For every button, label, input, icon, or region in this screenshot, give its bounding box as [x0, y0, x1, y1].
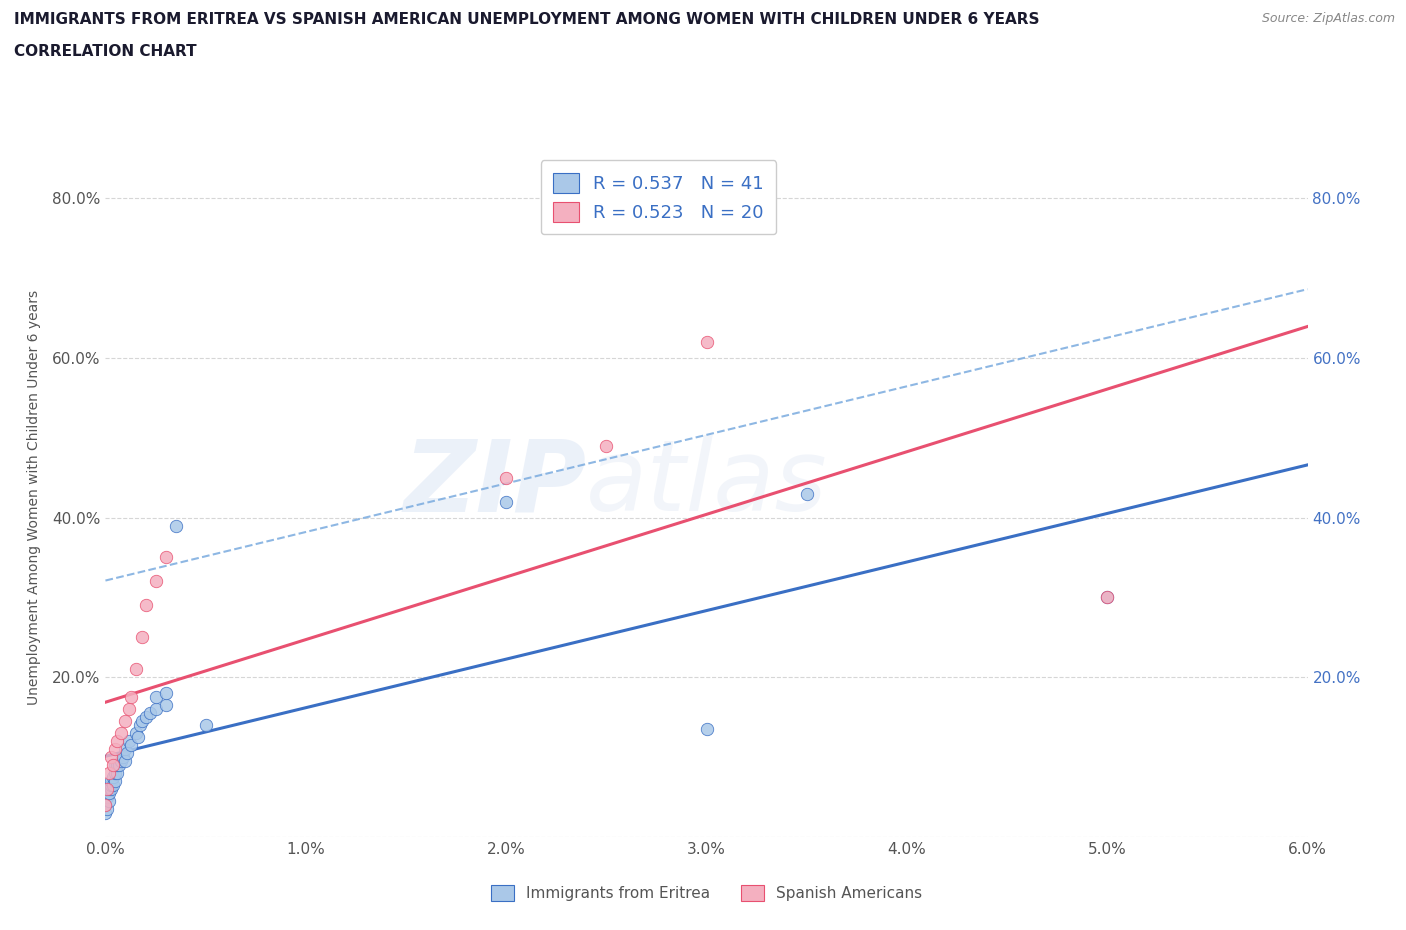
- Point: [103, 777, 125, 792]
- Point: [98, 793, 121, 808]
- Point: [107, 765, 129, 780]
- Point: [696, 335, 718, 350]
- Point: [94, 805, 117, 820]
- Point: [103, 758, 125, 773]
- Point: [131, 630, 153, 644]
- Y-axis label: Unemployment Among Women with Children Under 6 years: Unemployment Among Women with Children U…: [27, 290, 41, 705]
- Point: [595, 438, 617, 453]
- Point: [96, 790, 118, 804]
- Text: atlas: atlas: [586, 435, 828, 533]
- Point: [114, 753, 136, 768]
- Point: [124, 662, 146, 677]
- Point: [1097, 590, 1119, 604]
- Point: [104, 758, 127, 773]
- Point: [131, 713, 153, 728]
- Point: [114, 742, 136, 757]
- Point: [107, 734, 129, 749]
- Point: [96, 802, 118, 817]
- Point: [696, 722, 718, 737]
- Point: [114, 713, 136, 728]
- Point: [121, 690, 143, 705]
- Point: [155, 685, 177, 700]
- Point: [165, 518, 187, 533]
- Point: [155, 550, 177, 565]
- Point: [117, 746, 139, 761]
- Text: ZIP: ZIP: [404, 435, 586, 533]
- Point: [96, 781, 118, 796]
- Point: [135, 710, 157, 724]
- Point: [128, 718, 150, 733]
- Point: [194, 718, 217, 733]
- Point: [124, 725, 146, 740]
- Point: [100, 777, 122, 792]
- Point: [100, 774, 122, 789]
- Point: [104, 774, 127, 789]
- Point: [138, 706, 160, 721]
- Point: [121, 737, 143, 752]
- Point: [100, 781, 122, 796]
- Point: [104, 765, 127, 780]
- Point: [98, 786, 121, 801]
- Point: [110, 753, 132, 768]
- Point: [1097, 590, 1119, 604]
- Point: [108, 758, 131, 773]
- Point: [94, 798, 117, 813]
- Text: Source: ZipAtlas.com: Source: ZipAtlas.com: [1261, 12, 1395, 25]
- Point: [145, 690, 167, 705]
- Point: [94, 798, 117, 813]
- Point: [104, 742, 127, 757]
- Point: [145, 702, 167, 717]
- Text: IMMIGRANTS FROM ERITREA VS SPANISH AMERICAN UNEMPLOYMENT AMONG WOMEN WITH CHILDR: IMMIGRANTS FROM ERITREA VS SPANISH AMERI…: [14, 12, 1039, 27]
- Point: [103, 770, 125, 785]
- Point: [495, 494, 517, 509]
- Point: [98, 781, 121, 796]
- Point: [155, 698, 177, 712]
- Point: [100, 750, 122, 764]
- Point: [796, 486, 818, 501]
- Point: [112, 750, 135, 764]
- Point: [118, 734, 141, 749]
- Legend: Immigrants from Eritrea, Spanish Americans: Immigrants from Eritrea, Spanish America…: [485, 879, 928, 908]
- Text: CORRELATION CHART: CORRELATION CHART: [14, 44, 197, 59]
- Point: [110, 725, 132, 740]
- Point: [107, 758, 129, 773]
- Point: [135, 598, 157, 613]
- Point: [98, 765, 121, 780]
- Point: [145, 574, 167, 589]
- Point: [127, 730, 149, 745]
- Point: [495, 471, 517, 485]
- Point: [118, 702, 141, 717]
